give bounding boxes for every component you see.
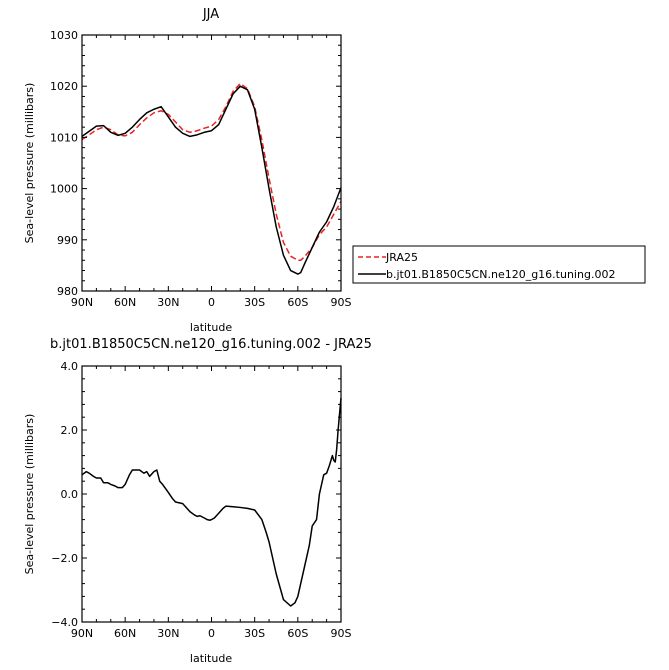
bottom-chart-y-axis-label: Sea-level pressure (millibars) [23,414,36,575]
top-chart-title: JJA [202,7,219,22]
y-tick-label: −2.0 [51,552,78,565]
top-chart-x-axis-label: latitude [190,321,232,334]
legend: JRA25 b.jt01.B1850C5CN.ne120_g16.tuning.… [352,245,646,284]
y-tick-label: 990 [57,234,78,247]
x-tick-label: 90N [71,627,93,640]
legend-label-jra25: JRA25 [385,251,418,264]
x-tick-label: 90S [331,627,352,640]
x-tick-label: 60N [114,627,136,640]
top-chart-ticks: 90N 60N 30N 0 30S 60S 90S 980 990 1000 1010 1020 103… [50,29,352,309]
y-tick-label: 1010 [50,131,78,144]
x-tick-label: 30N [157,296,179,309]
x-tick-label: 30S [244,296,265,309]
bottom-chart-title: b.jt01.B1850C5CN.ne120_g16.tuning.002 - … [50,337,372,352]
y-tick-label: 1020 [50,80,78,93]
top-chart: JJA 90N 60N 30N 0 30S 60S 90S 980 990 1000 1010 102… [23,7,352,334]
top-chart-y-axis-label: Sea-level pressure (millibars) [23,83,36,244]
series-line-1-0 [81,397,342,607]
bottom-chart-x-axis-label: latitude [190,652,232,665]
legend-box [352,245,646,284]
series-line-0-0 [81,82,342,262]
y-tick-label: 2.0 [61,424,79,437]
bottom-chart-marks [81,397,342,607]
legend-label-model: b.jt01.B1850C5CN.ne120_g16.tuning.002 [386,268,615,281]
x-tick-label: 60S [287,296,308,309]
series-line-0-1 [81,85,342,275]
x-tick-label: 30N [157,627,179,640]
x-tick-label: 0 [208,627,215,640]
top-chart-frame [81,34,342,292]
bottom-chart-frame [81,365,342,623]
y-tick-label: 1000 [50,183,78,196]
x-tick-label: 0 [208,296,215,309]
y-tick-label: 1030 [50,29,78,42]
y-tick-label: 980 [57,285,78,298]
y-tick-label: 0.0 [61,488,79,501]
x-tick-label: 60N [114,296,136,309]
y-tick-label: −4.0 [51,616,78,629]
bottom-chart: b.jt01.B1850C5CN.ne120_g16.tuning.002 - … [23,337,372,665]
x-tick-label: 90N [71,296,93,309]
x-tick-label: 90S [331,296,352,309]
top-chart-marks [81,82,342,275]
x-tick-label: 30S [244,627,265,640]
bottom-chart-ticks: 90N 60N 30N 0 30S 60S 90S −4.0 −2.0 0.0 2.0 4.0 [51,360,351,640]
x-tick-label: 60S [287,627,308,640]
y-tick-label: 4.0 [61,360,79,373]
